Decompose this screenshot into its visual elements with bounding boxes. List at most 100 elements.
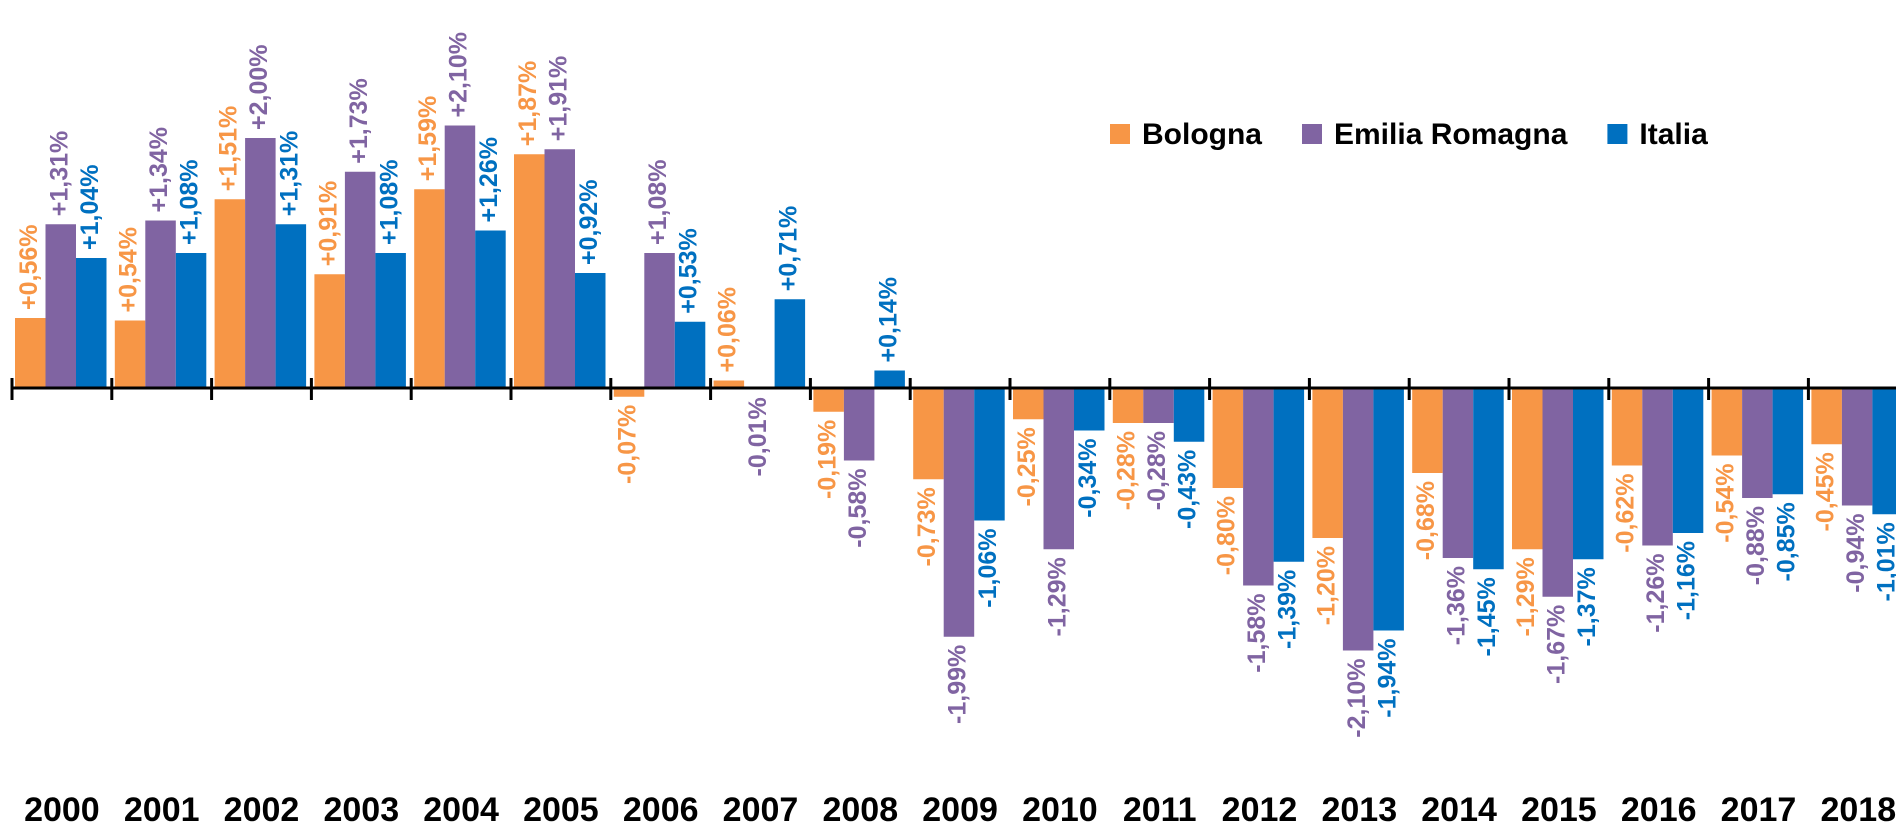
value-label: -2,10% bbox=[1343, 659, 1371, 738]
legend-label: Italia bbox=[1639, 118, 1708, 151]
value-label: +1,31% bbox=[275, 131, 303, 217]
x-tick-label: 2007 bbox=[723, 791, 799, 829]
value-label: +1,73% bbox=[345, 78, 373, 164]
value-label: -0,45% bbox=[1811, 452, 1839, 531]
value-label: +1,26% bbox=[475, 137, 503, 223]
x-tick-label: 2014 bbox=[1421, 791, 1497, 829]
bar bbox=[15, 318, 46, 388]
value-label: -0,34% bbox=[1074, 439, 1102, 518]
bar bbox=[1872, 388, 1896, 515]
bar bbox=[375, 253, 406, 388]
bar bbox=[214, 199, 246, 388]
x-tick-label: 2008 bbox=[822, 791, 898, 829]
bar bbox=[45, 224, 76, 388]
bar bbox=[1442, 388, 1474, 558]
bar bbox=[1772, 388, 1804, 495]
bar bbox=[1273, 388, 1305, 562]
bar bbox=[1342, 388, 1374, 651]
bar bbox=[1212, 388, 1244, 488]
value-label: +1,08% bbox=[644, 160, 672, 246]
value-label: -0,25% bbox=[1013, 427, 1041, 506]
bar bbox=[774, 299, 806, 388]
bar bbox=[1143, 388, 1174, 423]
x-tick-label: 2011 bbox=[1123, 791, 1197, 829]
value-label: -1,99% bbox=[944, 645, 972, 724]
bar bbox=[1672, 388, 1704, 533]
value-label: -1,16% bbox=[1673, 541, 1701, 620]
bar bbox=[1112, 388, 1144, 423]
value-label: -1,20% bbox=[1312, 546, 1340, 625]
bar bbox=[1043, 388, 1074, 550]
bar bbox=[1373, 388, 1404, 631]
bar bbox=[1642, 388, 1673, 546]
x-tick-label: 2003 bbox=[323, 791, 399, 829]
legend-swatch bbox=[1110, 124, 1130, 144]
bar bbox=[1412, 388, 1443, 473]
value-label: -0,73% bbox=[913, 487, 941, 566]
value-label: -0,28% bbox=[1143, 431, 1171, 510]
bar bbox=[613, 388, 645, 397]
value-label: +0,06% bbox=[713, 287, 741, 373]
bar bbox=[713, 380, 745, 388]
value-label: -0,80% bbox=[1212, 496, 1240, 575]
bar bbox=[1811, 388, 1842, 445]
bar bbox=[414, 189, 445, 388]
value-label: +0,71% bbox=[774, 206, 802, 292]
bar bbox=[843, 388, 875, 461]
bar bbox=[1074, 388, 1105, 431]
bar bbox=[1173, 388, 1205, 442]
value-label: -0,68% bbox=[1412, 481, 1440, 560]
value-label: +1,08% bbox=[176, 160, 204, 245]
legend-label: Bologna bbox=[1142, 118, 1262, 151]
value-label: +0,53% bbox=[675, 228, 703, 314]
x-tick-label: 2010 bbox=[1022, 791, 1098, 829]
value-label: -0,58% bbox=[844, 469, 872, 548]
bar bbox=[974, 388, 1005, 521]
bar bbox=[1611, 388, 1643, 466]
value-label: -1,29% bbox=[1043, 557, 1071, 636]
value-label: +0,92% bbox=[575, 180, 603, 266]
value-label: -1,01% bbox=[1872, 522, 1896, 601]
bar bbox=[1542, 388, 1573, 597]
value-label: -1,37% bbox=[1573, 567, 1601, 646]
legend-label: Emilia Romagna bbox=[1334, 118, 1568, 151]
value-label: -0,54% bbox=[1711, 464, 1739, 543]
value-label: +1,08% bbox=[375, 160, 403, 246]
bar bbox=[175, 253, 207, 388]
value-label: -0,19% bbox=[813, 420, 841, 499]
value-label: +1,04% bbox=[76, 165, 104, 251]
bar bbox=[674, 321, 706, 388]
bar bbox=[1312, 388, 1343, 538]
bar bbox=[544, 149, 575, 388]
bar bbox=[1742, 388, 1773, 498]
bar bbox=[644, 253, 675, 388]
bar bbox=[444, 125, 476, 388]
x-tick-label: 2004 bbox=[423, 791, 499, 829]
bar bbox=[1711, 388, 1743, 456]
value-label: +1,31% bbox=[45, 131, 73, 217]
bar bbox=[1573, 388, 1604, 560]
value-label: -1,94% bbox=[1373, 639, 1401, 718]
bar bbox=[813, 388, 844, 412]
x-tick-label: 2001 bbox=[124, 791, 200, 829]
x-tick-label: 2000 bbox=[24, 791, 100, 829]
value-label: -1,39% bbox=[1273, 570, 1301, 649]
x-tick-label: 2002 bbox=[224, 791, 300, 829]
bar bbox=[1243, 388, 1274, 586]
value-label: -1,06% bbox=[974, 528, 1002, 607]
bar bbox=[76, 258, 107, 388]
value-label: +0,14% bbox=[874, 277, 902, 363]
value-label: -0,07% bbox=[614, 405, 642, 484]
bar bbox=[575, 273, 606, 388]
value-label: -0,43% bbox=[1174, 450, 1202, 529]
x-tick-label: 2005 bbox=[523, 791, 599, 829]
x-tick-label: 2017 bbox=[1721, 791, 1797, 829]
bar bbox=[145, 220, 176, 388]
value-label: +0,56% bbox=[15, 225, 43, 311]
bar bbox=[1841, 388, 1873, 506]
x-tick-label: 2013 bbox=[1321, 791, 1397, 829]
bar bbox=[344, 171, 376, 388]
value-label: -0,94% bbox=[1842, 514, 1870, 593]
x-tick-label: 2012 bbox=[1222, 791, 1298, 829]
